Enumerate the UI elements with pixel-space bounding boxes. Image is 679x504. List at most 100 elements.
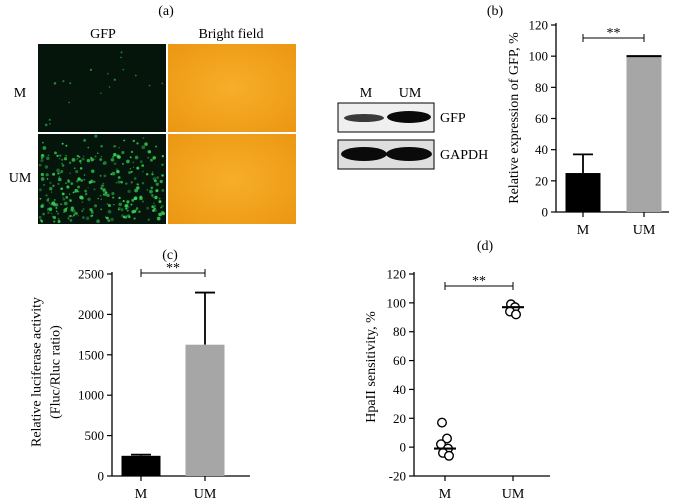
bar-m [121, 455, 161, 476]
gfp-speck [85, 216, 90, 221]
gfp-speck [89, 68, 93, 72]
gfp-speck [112, 155, 115, 158]
gfp-signal-m [44, 51, 164, 127]
significance-marker: ** [472, 274, 486, 289]
gfp-speck [40, 220, 44, 223]
gfp-speck [63, 157, 68, 161]
gfp-speck [54, 151, 57, 155]
gfp-speck [70, 206, 75, 210]
gfp-speck [158, 197, 161, 200]
gfp-speck [73, 213, 76, 215]
gfp-speck [62, 80, 65, 83]
gfp-speck [135, 208, 138, 211]
gfp-speck [91, 169, 95, 173]
micrograph-gfp-um [38, 134, 166, 224]
gfp-speck [57, 177, 62, 182]
gfp-speck [69, 172, 71, 174]
gfp-speck [61, 142, 64, 145]
gfp-speck [146, 189, 149, 191]
y-tick-label: 80 [393, 324, 406, 339]
gfp-speck [40, 158, 44, 163]
gfp-speck [51, 201, 56, 206]
gfp-speck [118, 146, 120, 149]
point-m [437, 417, 448, 428]
gfp-signal-um [38, 134, 166, 224]
gfp-speck [161, 155, 165, 158]
gfp-speck [127, 189, 131, 193]
gfp-speck [77, 185, 81, 189]
x-tick-label-m: M [135, 487, 148, 502]
blot-gapdh-band-m [341, 147, 387, 161]
gfp-speck [46, 178, 49, 180]
y-tick-label: 100 [387, 295, 407, 310]
gfp-speck [69, 199, 72, 202]
gfp-speck [65, 182, 67, 185]
gfp-speck [46, 209, 49, 211]
gfp-speck [100, 92, 102, 94]
gfp-speck [132, 161, 135, 164]
gfp-speck [57, 217, 60, 220]
gfp-speck [129, 156, 132, 159]
gfp-speck [134, 155, 139, 160]
gfp-speck [57, 182, 60, 186]
gfp-speck [122, 68, 125, 71]
gfp-speck [156, 176, 160, 180]
gfp-speck [139, 196, 143, 200]
gfp-speck [118, 202, 123, 207]
gfp-speck [111, 171, 116, 176]
gfp-speck [57, 172, 60, 175]
gfp-speck [53, 82, 57, 85]
gfp-speck [72, 215, 74, 218]
gfp-speck [42, 212, 45, 216]
gfp-speck [107, 209, 112, 214]
gfp-speck [126, 209, 129, 212]
gfp-speck [78, 156, 81, 159]
gfp-speck [147, 218, 151, 221]
gfp-speck [63, 208, 68, 213]
gfp-speck [103, 174, 107, 178]
gfp-speck [94, 158, 96, 161]
gfp-speck [68, 101, 70, 104]
gfp-speck [136, 186, 140, 190]
gfp-speck [126, 200, 130, 204]
gfp-speck [53, 220, 56, 223]
gfp-speck [83, 174, 86, 176]
gfp-speck [81, 209, 84, 213]
gfp-speck [76, 158, 78, 160]
gfp-speck [117, 208, 120, 211]
gfp-speck [53, 199, 56, 201]
gfp-speck [126, 159, 130, 164]
gfp-column-header: GFP [90, 27, 116, 42]
gfp-speck [88, 180, 92, 184]
gfp-speck [113, 78, 116, 81]
y-tick-label: 60 [393, 353, 406, 368]
gfp-speck [44, 165, 49, 169]
gfp-speck [61, 192, 65, 196]
panel-d-letter: (d) [477, 239, 494, 254]
gfp-speck [71, 209, 76, 213]
micrograph-brightfield-um [168, 134, 296, 224]
gfp-speck [48, 186, 53, 191]
gfp-speck [161, 82, 164, 85]
gfp-speck [137, 183, 139, 186]
gfp-speck [58, 157, 61, 160]
blot-gapdh-label: GAPDH [440, 148, 488, 163]
gfp-speck [56, 154, 59, 157]
row-label-um: UM [9, 171, 32, 186]
y-axis-label: Relative luciferase activity [30, 297, 45, 447]
gfp-speck [74, 211, 78, 215]
gfp-speck [80, 179, 83, 182]
gfp-speck [125, 182, 128, 185]
gfp-speck [108, 86, 111, 88]
gfp-speck [82, 208, 85, 211]
micrograph-brightfield-m [168, 44, 296, 132]
x-tick-label-um: UM [194, 487, 217, 502]
gfp-speck [102, 188, 106, 192]
gfp-speck [124, 203, 128, 208]
gfp-speck [103, 161, 107, 165]
gfp-speck [67, 217, 70, 220]
y-tick-label: -20 [389, 469, 406, 484]
gfp-speck [61, 162, 63, 165]
gfp-speck [89, 208, 93, 212]
gfp-speck [130, 203, 133, 206]
